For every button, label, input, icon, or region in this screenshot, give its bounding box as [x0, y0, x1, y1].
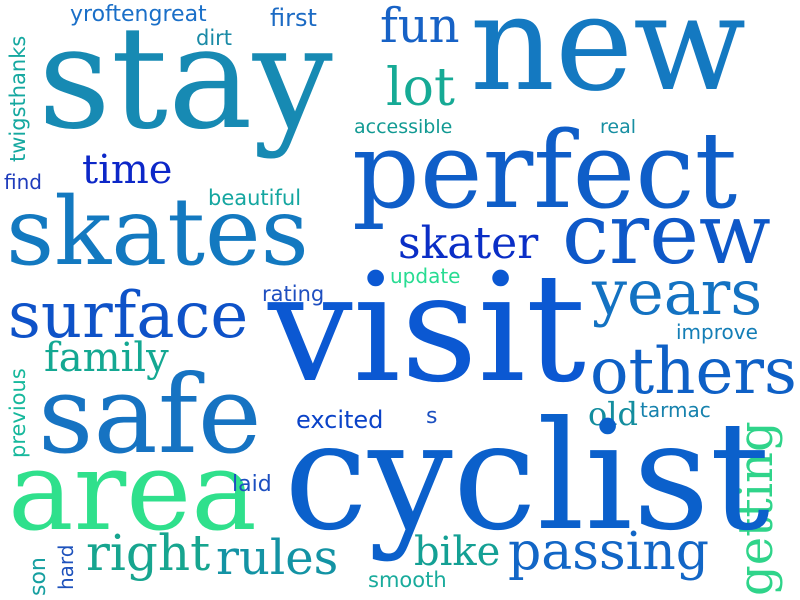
word-real: real [600, 116, 637, 138]
word-hard: hard [54, 544, 78, 591]
word-others: others [590, 335, 797, 409]
word-visit: visit [268, 242, 586, 416]
word-yroftengreat: yroftengreat [70, 2, 207, 27]
word-first: first [270, 4, 317, 32]
word-rating: rating [262, 282, 325, 306]
word-stay: stay [38, 0, 333, 161]
word-lot: lot [386, 58, 455, 118]
word-dirt: dirt [196, 26, 233, 50]
word-improve: improve [676, 320, 758, 344]
word-cyclist: cyclist [284, 390, 770, 564]
word-surface: surface [8, 279, 249, 353]
word-laid: laid [232, 472, 272, 497]
word-tarmac: tarmac [640, 398, 711, 422]
word-rules: rules [216, 530, 339, 586]
word-skates: skates [6, 178, 309, 287]
word-excited: excited [296, 406, 384, 434]
word-old: old [588, 395, 638, 433]
word-beautiful: beautiful [208, 186, 302, 210]
word-safe: safe [38, 353, 262, 478]
word-twigsthanks: twigsthanks [6, 35, 30, 162]
word-time: time [82, 147, 173, 193]
word-family: family [44, 335, 169, 381]
word-right: right [86, 524, 211, 582]
word-fun: fun [380, 0, 460, 54]
word-passing: passing [508, 522, 710, 582]
word-son: son [26, 557, 51, 596]
word-s: s [426, 404, 438, 429]
word-accessible: accessible [354, 116, 453, 138]
word-perfect: perfect [352, 109, 738, 232]
word-smooth: smooth [368, 568, 447, 592]
word-crew: crew [562, 185, 771, 283]
word-years: years [592, 256, 763, 329]
word-skater: skater [398, 218, 539, 269]
word-bike: bike [414, 529, 501, 575]
word-area: area [8, 427, 257, 555]
word-update: update [390, 264, 461, 288]
word-find: find [4, 170, 42, 194]
word-new: new [470, 0, 747, 121]
